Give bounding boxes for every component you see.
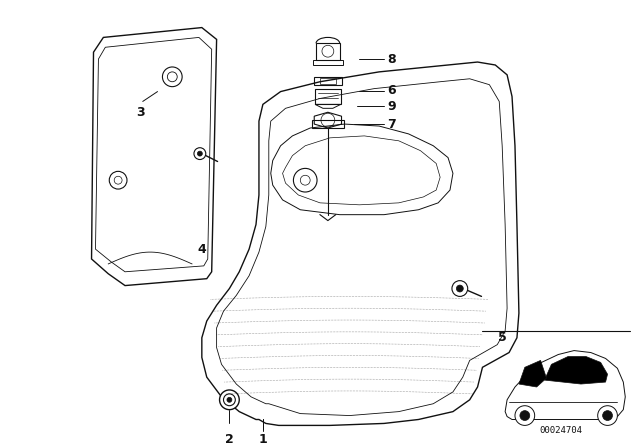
Circle shape <box>520 411 530 421</box>
Circle shape <box>598 406 618 426</box>
Text: 7: 7 <box>387 117 396 130</box>
Circle shape <box>227 397 232 402</box>
Circle shape <box>194 148 206 159</box>
Text: 8: 8 <box>387 52 396 65</box>
Text: 00024704: 00024704 <box>540 426 583 435</box>
Circle shape <box>456 285 463 292</box>
Circle shape <box>223 394 236 406</box>
Circle shape <box>220 390 239 409</box>
Circle shape <box>603 411 612 421</box>
Circle shape <box>452 280 468 297</box>
Circle shape <box>515 406 534 426</box>
Text: 1: 1 <box>259 433 268 446</box>
Text: 9: 9 <box>387 100 396 113</box>
Text: 4: 4 <box>198 243 206 256</box>
Text: 6: 6 <box>387 84 396 97</box>
Polygon shape <box>545 357 607 384</box>
Text: 3: 3 <box>136 106 145 119</box>
Polygon shape <box>519 360 547 387</box>
Text: 2: 2 <box>225 433 234 446</box>
Circle shape <box>197 151 202 156</box>
Text: 5: 5 <box>498 331 506 344</box>
